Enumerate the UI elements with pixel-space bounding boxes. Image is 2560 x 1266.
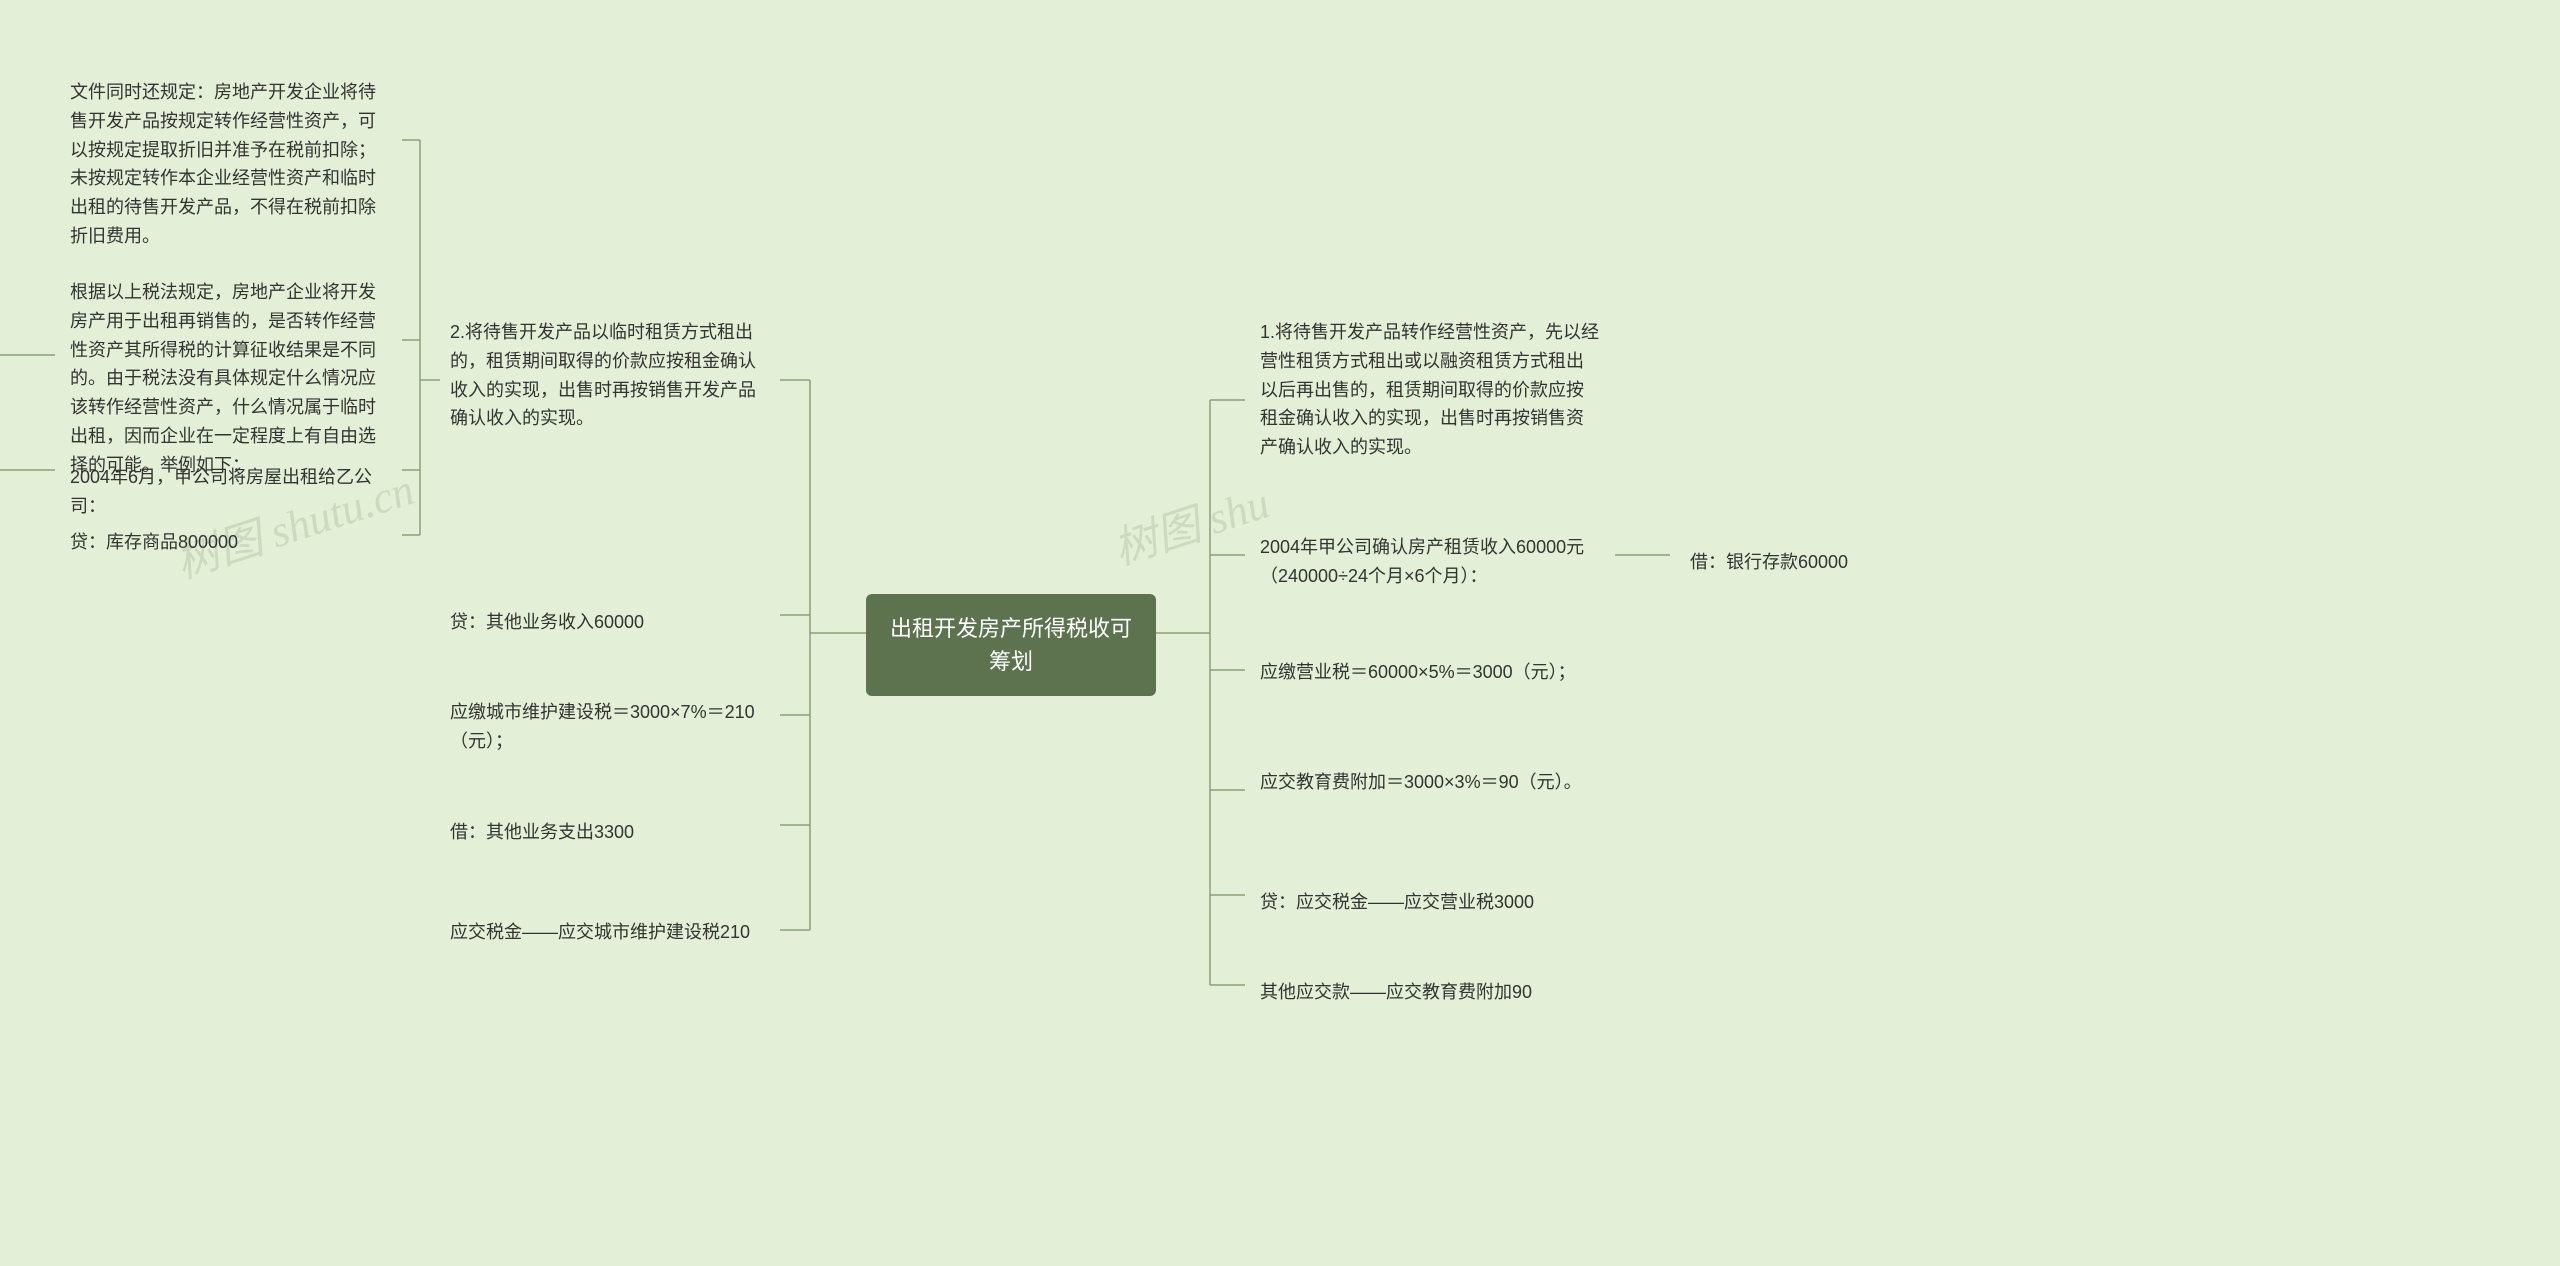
right-node-1: 1.将待售开发产品转作经营性资产，先以经营性租赁方式租出或以融资租赁方式租出以后… (1250, 310, 1610, 470)
left-node-1: 2.将待售开发产品以临时租赁方式租出的，租赁期间取得的价款应按租金确认收入的实现… (440, 310, 780, 441)
left-node-4: 借：其他业务支出3300 (440, 810, 780, 855)
right-node-4: 应交教育费附加＝3000×3%＝90（元）。 (1250, 760, 1620, 805)
right-node-2: 2004年甲公司确认房产租赁收入60000元（240000÷24个月×6个月）： (1250, 525, 1610, 599)
left-node-2: 贷：其他业务收入60000 (440, 600, 780, 645)
left-node-5: 应交税金——应交城市维护建设税210 (440, 910, 780, 955)
right-node-6: 其他应交款——应交教育费附加90 (1250, 970, 1620, 1015)
root-node: 出租开发房产所得税收可筹划 (866, 594, 1156, 696)
left-node-1a: 文件同时还规定：房地产开发企业将待售开发产品按规定转作经营性资产，可以按规定提取… (60, 70, 400, 259)
left-node-3: 应缴城市维护建设税＝3000×7%＝210（元）； (440, 690, 780, 764)
right-node-3: 应缴营业税＝60000×5%＝3000（元）； (1250, 650, 1620, 695)
left-node-1c: 2004年6月，甲公司将房屋出租给乙公司： (60, 455, 400, 529)
left-node-1d: 贷：库存商品800000 (60, 520, 400, 565)
right-node-2a: 借：银行存款60000 (1680, 540, 1940, 585)
right-node-5: 贷：应交税金——应交营业税3000 (1250, 880, 1620, 925)
